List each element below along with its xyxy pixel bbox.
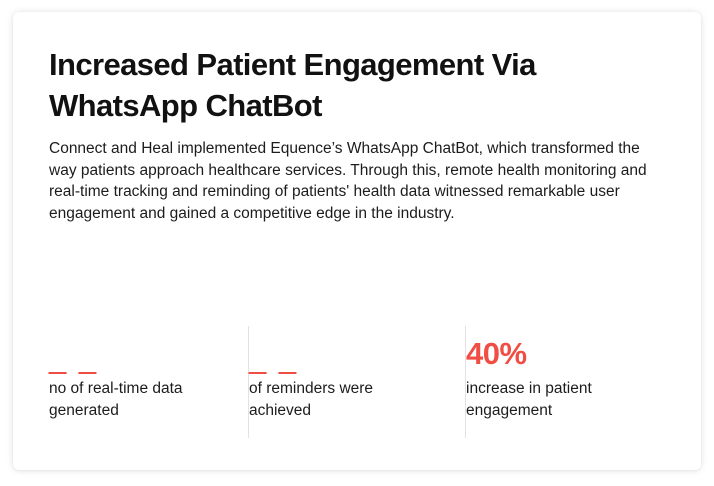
stat-label: increase in patient engagement bbox=[466, 380, 592, 419]
stat-value: 40% bbox=[466, 336, 527, 371]
card-description: Connect and Heal implemented Equence’s W… bbox=[49, 140, 647, 222]
case-study-card: Increased Patient Engagement Via WhatsAp… bbox=[13, 12, 701, 470]
stat-realtime-data: _ _ no of real-time data generated bbox=[49, 326, 249, 438]
stat-divider bbox=[465, 326, 466, 438]
stat-value: _ _ bbox=[49, 340, 99, 375]
stat-reminders: _ _ of reminders were achieved bbox=[249, 326, 449, 438]
stat-label: of reminders were achieved bbox=[249, 380, 374, 419]
stat-label: no of real-time data generated bbox=[49, 380, 183, 419]
stat-divider bbox=[248, 326, 249, 438]
stat-patient-engagement: 40% increase in patient engagement bbox=[466, 326, 666, 438]
card-title: Increased Patient Engagement Via WhatsAp… bbox=[49, 47, 536, 123]
stat-value: _ _ bbox=[249, 340, 299, 375]
stats-row: _ _ no of real-time data generated _ _ o… bbox=[13, 326, 701, 438]
